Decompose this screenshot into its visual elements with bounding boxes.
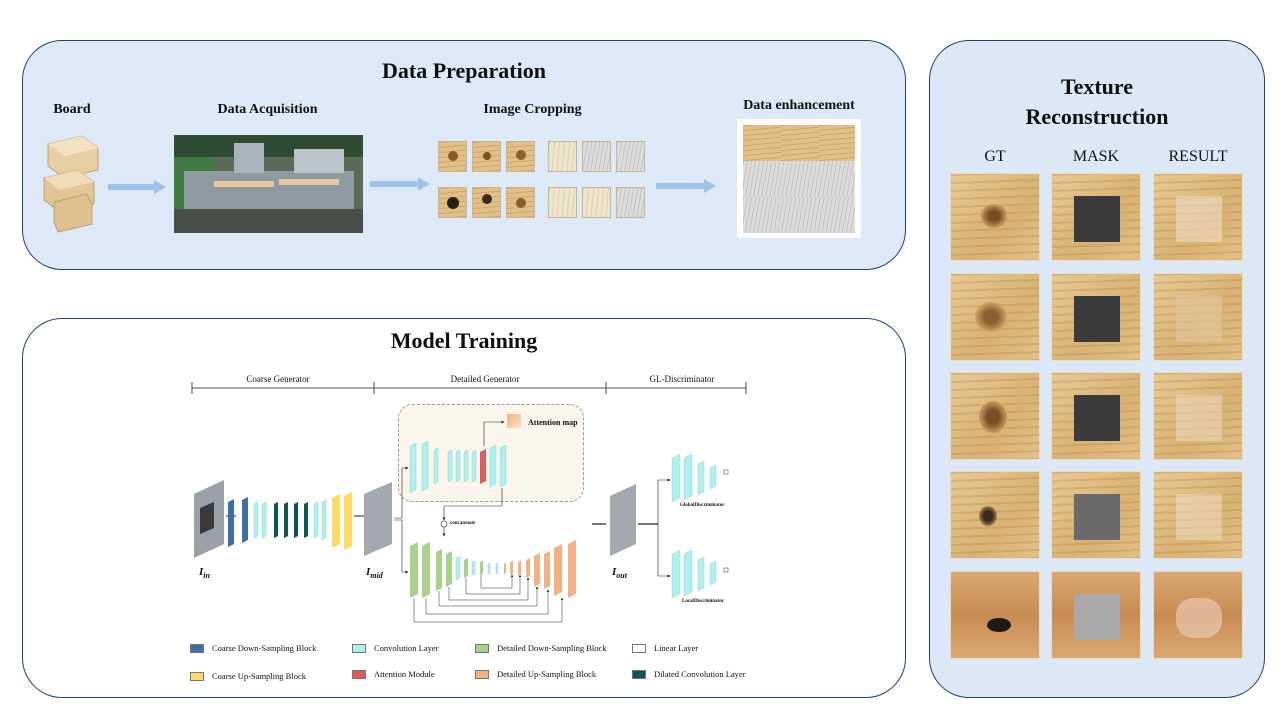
global-discriminator-blocks — [671, 453, 729, 503]
input-image-label: Iin — [199, 566, 210, 581]
result-image — [1153, 173, 1243, 261]
global-discriminator-label: GlobalDiscriminator — [680, 503, 725, 508]
legend-item: Coarse Up-Sampling Block — [190, 671, 306, 681]
gt-image — [950, 273, 1040, 361]
column-header-mask: MASK — [1072, 148, 1120, 165]
section-divider-line — [191, 382, 747, 394]
mask-image — [1051, 372, 1141, 460]
gt-image — [950, 372, 1040, 460]
mid-image — [364, 482, 392, 556]
legend-item: Detailed Down-Sampling Block — [475, 643, 607, 653]
data-acquisition-label: Data Acquisition — [217, 102, 318, 117]
output-image-label: Iout — [612, 566, 627, 581]
arrow-acquisition-to-cropping — [370, 177, 430, 191]
result-image — [1153, 372, 1243, 460]
legend-swatch — [190, 643, 204, 653]
mask-image — [1051, 273, 1141, 361]
legend-item: Convolution Layer — [352, 643, 438, 653]
legend-item: Attention Module — [352, 669, 435, 679]
crop-tile — [438, 187, 467, 218]
result-image — [1153, 471, 1243, 559]
data-acquisition-photo — [174, 135, 363, 233]
crop-tile — [582, 141, 611, 172]
concatenate-label: concatenate — [450, 521, 476, 526]
crop-tile — [548, 141, 577, 172]
legend-swatch — [632, 669, 646, 679]
column-header-result: RESULT — [1168, 148, 1228, 165]
attention-branch-blocks — [409, 440, 507, 494]
gl-discriminator-label: GL-Discriminator — [632, 374, 732, 384]
gt-image — [950, 471, 1040, 559]
coarse-generator-label: Coarse Generator — [218, 374, 338, 384]
legend-swatch — [352, 669, 366, 679]
knot-marks — [447, 150, 526, 209]
image-cropping-label: Image Cropping — [483, 102, 582, 117]
legend-swatch — [190, 671, 204, 681]
data-enhancement-label: Data enhancement — [743, 98, 855, 113]
mask-image — [1051, 571, 1141, 659]
crop-tile — [548, 187, 577, 218]
legend-swatch — [475, 643, 489, 653]
board-label: Board — [53, 102, 91, 117]
legend-item: Dilated Convolution Layer — [632, 669, 746, 679]
crop-tile — [616, 187, 645, 218]
arrow-board-to-acquisition — [108, 180, 166, 194]
local-discriminator-blocks — [671, 549, 729, 599]
attention-map-thumb — [507, 414, 521, 428]
network-diagram — [194, 420, 729, 623]
texture-reconstruction-title: Texture Reconstruction — [1025, 74, 1169, 129]
mask-image — [1051, 471, 1141, 559]
output-image-out — [610, 484, 636, 556]
column-header-gt: GT — [984, 148, 1006, 165]
legend-item: Linear Layer — [632, 643, 698, 653]
result-image — [1153, 273, 1243, 361]
model-training-title: Model Training — [390, 328, 538, 353]
legend-swatch — [352, 643, 366, 653]
local-discriminator-label: LocalDiscriminator — [682, 599, 724, 604]
crop-tile — [616, 141, 645, 172]
arrow-cropping-to-enhancement — [656, 179, 716, 193]
detailed-generator-blocks — [410, 540, 576, 598]
mask-image — [1051, 173, 1141, 261]
data-preparation-title: Data Preparation — [382, 58, 546, 83]
coarse-generator-blocks — [228, 492, 352, 550]
legend-swatch — [632, 643, 646, 653]
crop-tile — [472, 141, 501, 172]
board-stack-image — [43, 135, 99, 233]
gt-image — [950, 571, 1040, 659]
legend-item: Coarse Down-Sampling Block — [190, 643, 316, 653]
result-image — [1153, 571, 1243, 659]
data-enhancement-mosaic — [737, 119, 861, 238]
legend-swatch — [475, 669, 489, 679]
input-image-in — [194, 480, 224, 558]
mid-image-label: Imid — [366, 566, 383, 581]
attention-map-label: Attention map — [528, 418, 578, 427]
gt-image — [950, 173, 1040, 261]
crop-tile — [582, 187, 611, 218]
detailed-generator-label: Detailed Generator — [425, 374, 545, 384]
legend-item: Detailed Up-Sampling Block — [475, 669, 596, 679]
